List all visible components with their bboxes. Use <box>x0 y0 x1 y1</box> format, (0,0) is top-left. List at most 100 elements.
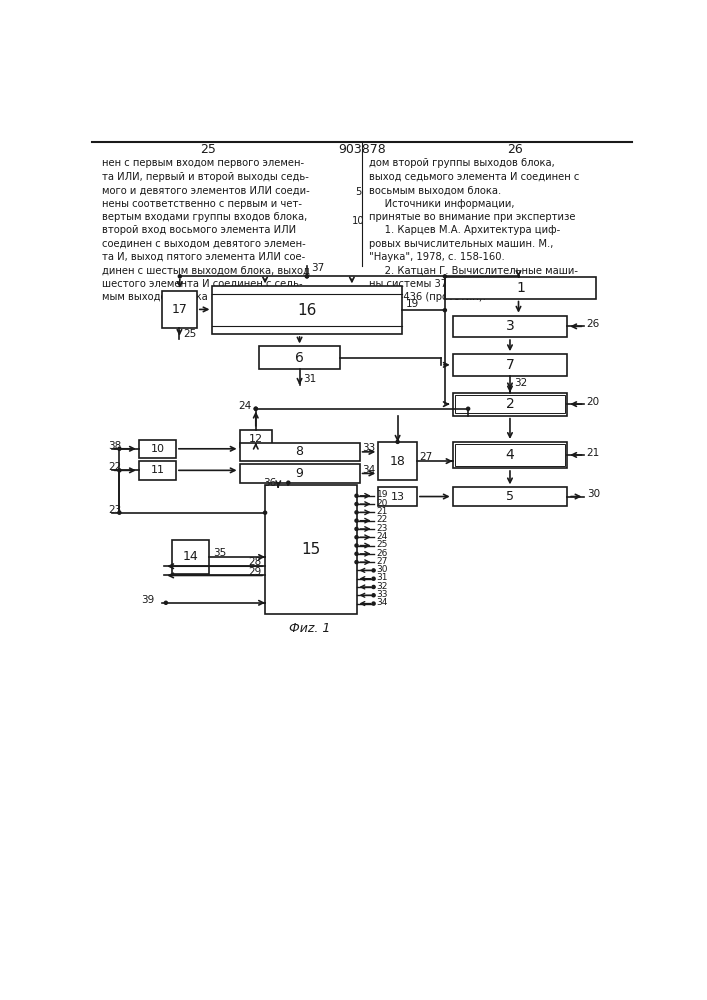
Text: 22: 22 <box>377 515 388 524</box>
Bar <box>139 440 176 458</box>
Text: 13: 13 <box>390 492 404 502</box>
Circle shape <box>178 275 182 278</box>
Text: 29: 29 <box>248 567 261 577</box>
Circle shape <box>287 481 290 484</box>
Text: 10: 10 <box>352 216 364 226</box>
Bar <box>452 442 567 468</box>
Circle shape <box>355 527 358 530</box>
Text: 7: 7 <box>506 358 515 372</box>
Text: 22: 22 <box>109 462 122 472</box>
Circle shape <box>443 309 446 312</box>
Circle shape <box>372 602 375 605</box>
Circle shape <box>118 447 121 450</box>
Text: 21: 21 <box>587 448 600 458</box>
Text: 36: 36 <box>263 478 276 488</box>
Text: 32: 32 <box>377 582 388 591</box>
Circle shape <box>355 511 358 514</box>
Text: 33: 33 <box>377 590 388 599</box>
Text: 24: 24 <box>239 401 252 411</box>
Text: 33: 33 <box>362 443 375 453</box>
Text: 9: 9 <box>296 467 303 480</box>
Text: 23: 23 <box>109 505 122 515</box>
Circle shape <box>355 561 358 564</box>
Bar <box>452 316 567 337</box>
Bar <box>452 393 567 416</box>
Text: 32: 32 <box>514 378 527 388</box>
Circle shape <box>118 469 121 472</box>
Bar <box>162 291 197 328</box>
Text: 27: 27 <box>419 452 433 462</box>
Text: 27: 27 <box>377 557 388 566</box>
Text: 3: 3 <box>506 319 515 333</box>
Bar <box>139 461 176 480</box>
Circle shape <box>355 494 358 497</box>
Text: 25: 25 <box>183 329 197 339</box>
Text: 19: 19 <box>406 299 419 309</box>
Text: 34: 34 <box>362 465 375 475</box>
Text: дом второй группы выходов блока,
выход седьмого элемента И соединен с
восьмым вы: дом второй группы выходов блока, выход с… <box>369 158 579 302</box>
Text: 28: 28 <box>248 557 261 567</box>
Circle shape <box>372 585 375 589</box>
Bar <box>240 430 272 447</box>
Bar <box>452 487 567 506</box>
Bar <box>259 346 340 369</box>
Text: 35: 35 <box>213 548 226 558</box>
Circle shape <box>372 594 375 597</box>
Text: 18: 18 <box>390 455 406 468</box>
Text: 34: 34 <box>377 598 388 607</box>
Circle shape <box>305 275 308 278</box>
Text: 30: 30 <box>587 489 600 499</box>
Circle shape <box>355 544 358 547</box>
Text: 12: 12 <box>249 434 263 444</box>
Circle shape <box>118 511 121 514</box>
Bar <box>265 485 356 614</box>
Bar <box>378 442 417 480</box>
Text: 19: 19 <box>377 490 388 499</box>
Text: 38: 38 <box>109 441 122 451</box>
Circle shape <box>372 577 375 580</box>
Text: 10: 10 <box>151 444 164 454</box>
Text: 15: 15 <box>301 542 320 557</box>
Text: нен с первым входом первого элемен-
та ИЛИ, первый и второй выходы седь-
мого и : нен с первым входом первого элемен- та И… <box>103 158 310 302</box>
Text: 25: 25 <box>377 540 388 549</box>
Bar <box>172 540 209 574</box>
Bar <box>452 354 567 376</box>
Text: 31: 31 <box>303 374 317 384</box>
Text: 30: 30 <box>377 565 388 574</box>
Text: 903878: 903878 <box>338 143 386 156</box>
Circle shape <box>305 275 308 278</box>
Circle shape <box>255 407 257 410</box>
Bar <box>240 464 360 483</box>
Bar <box>445 277 596 299</box>
Circle shape <box>355 552 358 555</box>
Text: 5: 5 <box>506 490 514 503</box>
Circle shape <box>355 519 358 522</box>
Text: 16: 16 <box>298 303 317 318</box>
Bar <box>240 443 360 461</box>
Text: 4: 4 <box>506 448 515 462</box>
Text: 17: 17 <box>172 303 187 316</box>
Circle shape <box>264 511 267 514</box>
Text: 14: 14 <box>183 550 199 563</box>
Text: 26: 26 <box>507 143 522 156</box>
Bar <box>378 487 417 506</box>
Bar <box>455 444 565 466</box>
Text: 20: 20 <box>587 397 600 407</box>
Text: 26: 26 <box>587 319 600 329</box>
Text: 31: 31 <box>377 573 388 582</box>
Circle shape <box>467 407 469 410</box>
Circle shape <box>355 503 358 506</box>
Text: Фиz. 1: Фиz. 1 <box>288 622 330 635</box>
Text: 8: 8 <box>296 445 303 458</box>
Circle shape <box>164 601 168 604</box>
Text: 21: 21 <box>377 507 388 516</box>
Text: 1: 1 <box>516 281 525 295</box>
Circle shape <box>396 440 399 443</box>
Circle shape <box>355 536 358 539</box>
Text: 5: 5 <box>355 187 361 197</box>
Text: 26: 26 <box>377 549 388 558</box>
Text: 25: 25 <box>201 143 216 156</box>
Text: 39: 39 <box>141 595 154 605</box>
Text: 11: 11 <box>151 465 164 475</box>
Bar <box>455 395 565 413</box>
